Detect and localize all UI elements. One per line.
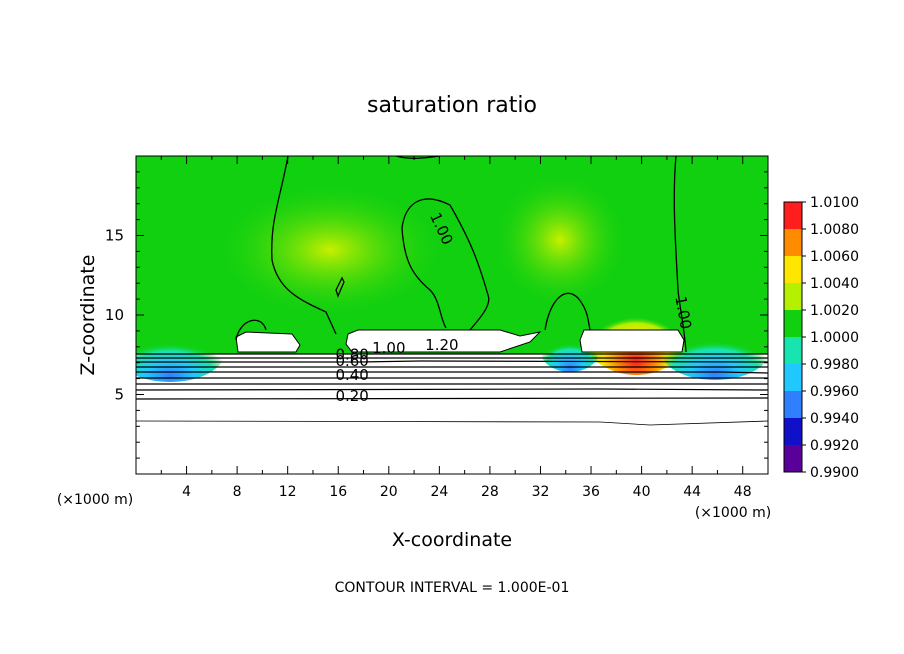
colorbar-swatch (784, 310, 802, 337)
x-unit-right: (×1000 m) (695, 505, 771, 521)
colorbar: 0.9900 0.9920 0.9940 0.9960 0.9980 1.0000 1.00… (783, 195, 859, 481)
colorbar-swatch (784, 229, 802, 256)
colorbar-swatch (784, 364, 802, 391)
colorbar-swatch (784, 202, 802, 229)
cloud-center (345, 329, 542, 353)
field-cyan-right (660, 320, 768, 380)
colorbar-label: 0.9900 (810, 465, 859, 481)
colorbar-label: 0.9960 (810, 384, 859, 400)
colorbar-swatch (784, 391, 802, 418)
colorbar-swatch (784, 256, 802, 283)
cloud-right (579, 329, 685, 353)
contour-line-small-left (235, 319, 267, 341)
x-unit-left: (×1000 m) (57, 492, 133, 508)
contour-label: 0.40 (335, 366, 368, 384)
contour-line-0-60 (136, 371, 768, 374)
contour-line-small-blip (335, 276, 345, 298)
colorbar-label: 1.0100 (810, 195, 859, 211)
colorbar-label: 0.9940 (810, 411, 859, 427)
x-tick-label: 4 (182, 484, 191, 500)
y-tick-label: 5 (114, 386, 124, 404)
chart-title: saturation ratio (367, 93, 537, 118)
contour-line-0-20 (136, 397, 768, 400)
y-axis-label: Z-coordinate (77, 255, 99, 376)
colorbar-label: 1.0020 (810, 303, 859, 319)
contour-label: 0.80 (335, 346, 368, 364)
x-tick-label: 32 (532, 484, 550, 500)
contour-label: 0.20 (335, 387, 368, 405)
x-tick-label: 16 (329, 484, 347, 500)
contour-line-1-00-right-arch (544, 292, 591, 331)
contour-line-0-10 (136, 420, 768, 426)
x-tick-label: 24 (430, 484, 448, 500)
contour-label: 1.00 (372, 339, 405, 357)
colorbar-label: 0.9920 (810, 438, 859, 454)
colorbar-label: 1.0080 (810, 222, 859, 238)
contour-line-1-00-right (673, 156, 687, 353)
colorbar-label: 0.9980 (810, 357, 859, 373)
contour-line-0-30 (136, 388, 768, 391)
plot-area (136, 156, 768, 474)
contour-line-0-80 (136, 360, 768, 363)
contour-label: 1.20 (425, 336, 458, 354)
x-tick-label: 44 (683, 484, 701, 500)
x-tick-label: 8 (233, 484, 242, 500)
colorbar-label: 1.0040 (810, 276, 859, 292)
y-axis: 5 10 15 (105, 171, 768, 459)
horizontal-contours (136, 353, 768, 426)
field-cyan-left (136, 322, 225, 382)
y-tick-label: 10 (105, 306, 124, 324)
colorbar-swatch (784, 418, 802, 445)
contour-label: 1.00 (671, 295, 695, 331)
contour-label: 0.60 (335, 352, 368, 370)
colorbar-label: 1.0060 (810, 249, 859, 265)
field-light-green-left (210, 180, 450, 320)
colorbar-swatch (784, 445, 802, 472)
colorbar-swatch (784, 283, 802, 310)
x-tick-label: 36 (582, 484, 600, 500)
x-tick-label: 28 (481, 484, 499, 500)
contour-line-1-00-left (271, 156, 337, 335)
x-tick-label: 20 (380, 484, 398, 500)
contour-line-1-00-center (401, 198, 490, 331)
x-axis-label: X-coordinate (392, 529, 512, 551)
colorbar-label: 1.0000 (810, 330, 859, 346)
cloud-left (235, 331, 301, 353)
x-tick-label: 12 (279, 484, 297, 500)
x-tick-label: 48 (734, 484, 752, 500)
y-tick-label: 15 (105, 227, 124, 245)
x-axis: 4 8 12 16 20 24 28 32 36 40 44 48 (160, 156, 752, 500)
contour-interval-footer: CONTOUR INTERVAL = 1.000E-01 (335, 580, 570, 596)
field-light-green-right (490, 170, 630, 310)
x-tick-label: 40 (633, 484, 651, 500)
colorbar-swatch (784, 337, 802, 364)
